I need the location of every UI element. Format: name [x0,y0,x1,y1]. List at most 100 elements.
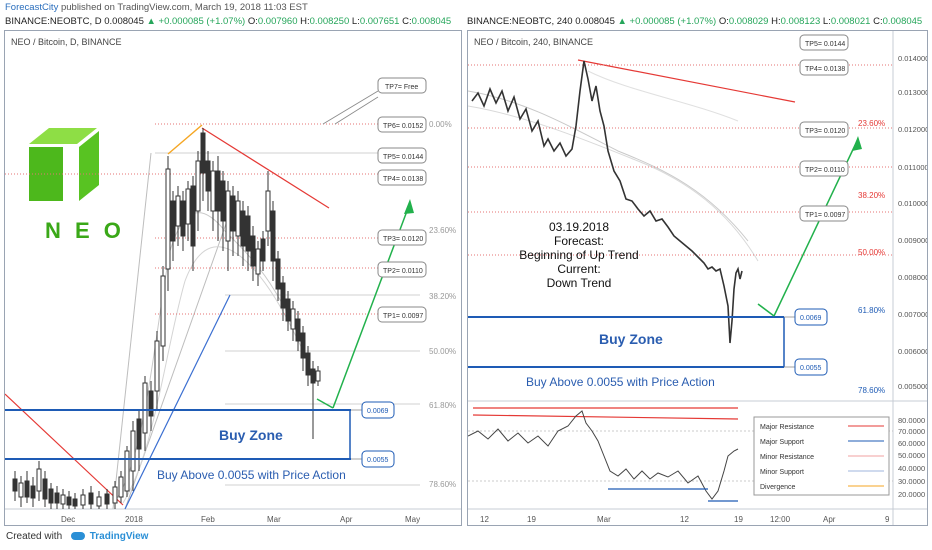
left-buy-above-label: Buy Above 0.0055 with Price Action [157,468,346,482]
right-tp3: TP3= 0.0120 [805,128,845,135]
right-buy-above-label: Buy Above 0.0055 with Price Action [526,375,715,389]
left-fib-236: 23.60% [429,226,456,235]
left-fib-786: 78.60% [429,480,456,489]
author-link[interactable]: ForecastCity [5,2,59,13]
left-low: 0.007651 [359,16,400,27]
forecast-text: Beginning of Up Trend [519,248,638,262]
right-fib-50: 50.00% [858,248,885,257]
left-open: 0.007960 [257,16,298,27]
right-price-0008: 0.008000 [898,273,928,282]
left-time-apr: Apr [340,515,353,524]
left-tp4: TP4= 0.0138 [383,176,423,183]
legend-minor-support: Minor Support [760,469,804,476]
left-low-label: L: [351,16,360,27]
right-price-0014: 0.014000 [898,54,928,63]
legend-major-support: Major Support [760,439,804,446]
left-time-dec: Dec [61,515,75,524]
right-time-19a: 19 [527,515,536,524]
right-price-0011: 0.011000 [898,163,928,172]
right-time-9: 9 [885,515,890,524]
legend-minor-resistance: Minor Resistance [760,454,814,461]
right-buy-zone-label: Buy Zone [599,331,663,347]
right-time-12a: 12 [480,515,489,524]
right-fib-786: 78.60% [858,386,885,395]
right-price-0013: 0.013000 [898,88,928,97]
right-time-1200: 12:00 [770,515,791,524]
left-high: 0.008250 [309,16,350,27]
right-symbol: BINANCE:NEOBTC, 240 [467,16,573,27]
right-chart-panel[interactable]: NEO / Bitcoin, 240, BINANCE Buy Zone Buy… [467,30,928,526]
left-fib-0: 0.00% [429,120,452,129]
left-fib-50: 50.00% [429,347,456,356]
publish-info: published on TradingView.com, March 19, … [60,2,308,13]
left-change: ▲ +0.000085 (+1.07%) [146,16,246,27]
rsi-30: 30.0000 [898,477,925,486]
left-tp3: TP3= 0.0120 [383,236,423,243]
rsi-80: 80.0000 [898,416,925,425]
right-quote-bar: BINANCE:NEOBTC, 240 0.008045 ▲ +0.000085… [467,16,922,27]
left-tp7: TP7= Free [385,84,418,91]
right-low: 0.008021 [830,16,871,27]
right-fib-382: 38.20% [858,191,885,200]
right-chart-title: NEO / Bitcoin, 240, BINANCE [474,37,593,47]
right-tp1: TP1= 0.0097 [805,212,845,219]
left-time-may: May [405,515,420,524]
current-text: Down Trend [547,276,612,290]
right-price-0009: 0.009000 [898,236,928,245]
right-fib-236: 23.60% [858,119,885,128]
left-tp2: TP2= 0.0110 [383,268,423,275]
left-buy-zone-label: Buy Zone [219,427,283,443]
legend-major-resistance: Major Resistance [760,424,814,431]
footer-tradingview-link[interactable]: TradingView [89,531,149,542]
neo-logo-text: N E O [45,218,125,243]
right-price-0012: 0.012000 [898,125,928,134]
left-symbol: BINANCE:NEOBTC, D [5,16,102,27]
left-time-2018: 2018 [125,515,143,524]
rsi-60: 60.0000 [898,439,925,448]
left-time-feb: Feb [201,515,215,524]
left-open-label: O: [247,16,258,27]
left-fib-618: 61.80% [429,401,456,410]
left-chart-panel[interactable]: NEO / Bitcoin, D, BINANCE N E O [4,30,462,526]
left-fib-382: 38.20% [429,292,456,301]
right-price-0006: 0.006000 [898,347,928,356]
right-low-label: L: [822,16,831,27]
right-fib-618: 61.80% [858,306,885,315]
right-tp4: TP4= 0.0138 [805,66,845,73]
right-price-0005: 0.005000 [898,382,928,391]
left-high-label: H: [300,16,310,27]
right-open-label: O: [718,16,729,27]
footer-created: Created with [6,531,63,542]
left-tp5: TP5= 0.0144 [383,154,423,161]
right-change: ▲ +0.000085 (+1.07%) [617,16,717,27]
left-last: 0.008045 [104,16,144,27]
right-price-0007: 0.007000 [898,310,928,319]
publish-header: ForecastCity published on TradingView.co… [5,2,308,13]
neo-logo: N E O [29,128,125,243]
forecast-date: 03.19.2018 [549,220,609,234]
right-zone-top-label: 0.0069 [800,315,822,322]
rsi-40: 40.0000 [898,464,925,473]
right-tp2: TP2= 0.0110 [805,167,845,174]
right-high-label: H: [771,16,781,27]
rsi-50: 50.0000 [898,451,925,460]
left-close-label: C: [402,16,412,27]
rsi-20: 20.0000 [898,490,925,499]
left-close: 0.008045 [411,16,452,27]
rsi-70: 70.0000 [898,427,925,436]
right-price-0010: 0.010000 [898,199,928,208]
legend-divergence: Divergence [760,484,796,491]
right-time-apr: Apr [823,515,836,524]
right-time-12b: 12 [680,515,689,524]
left-time-mar: Mar [267,515,281,524]
footer: Created with TradingView [6,531,148,542]
right-close-label: C: [873,16,883,27]
right-high: 0.008123 [780,16,821,27]
left-tp1: TP1= 0.0097 [383,313,423,320]
left-tp6: TP6= 0.0152 [383,123,423,130]
left-zone-top-label: 0.0069 [367,408,389,415]
legend: Major Resistance Major Support Minor Res… [753,416,890,496]
right-close: 0.008045 [882,16,923,27]
left-zone-bottom-label: 0.0055 [367,457,389,464]
right-last: 0.008045 [575,16,615,27]
